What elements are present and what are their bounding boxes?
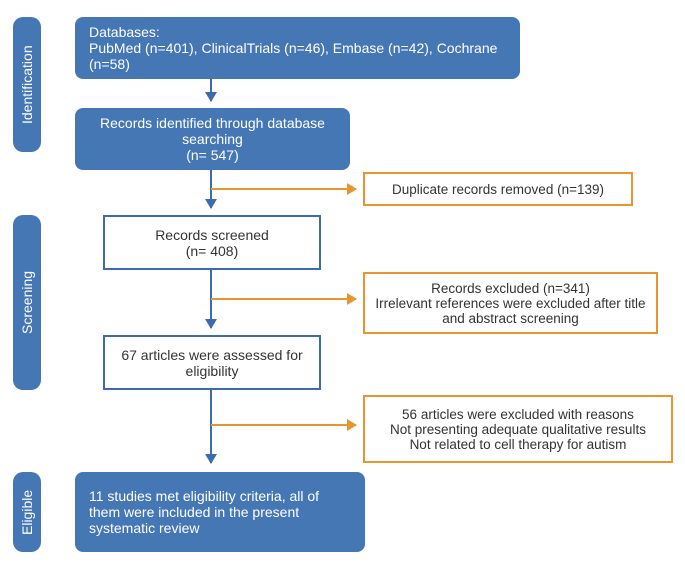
arrow-eligibility-final (210, 390, 212, 463)
phase-identification: Identification (13, 17, 41, 152)
eligibility-box: 67 articles were assessed for eligibilit… (103, 335, 321, 390)
phase-screening: Screening (13, 215, 41, 390)
databases-box: Databases: PubMed (n=401), ClinicalTrial… (75, 17, 520, 79)
screened-box: Records screened (n= 408) (103, 215, 321, 270)
phase-eligible: Eligible (13, 472, 41, 552)
excluded1-box: Records excluded (n=341) Irrelevant refe… (363, 272, 658, 334)
arrow-to-excluded2 (211, 424, 356, 426)
arrow-to-duplicates (211, 188, 356, 190)
arrow-db-identified (210, 79, 212, 101)
prisma-flowchart: Identification Screening Eligible Databa… (0, 0, 685, 575)
excluded2-box: 56 articles were excluded with reasons N… (363, 395, 673, 463)
identified-box: Records identified through database sear… (75, 108, 350, 170)
final-box: 11 studies met eligibility criteria, all… (75, 472, 365, 552)
duplicates-box: Duplicate records removed (n=139) (363, 172, 633, 206)
arrow-to-excluded1 (211, 298, 356, 300)
